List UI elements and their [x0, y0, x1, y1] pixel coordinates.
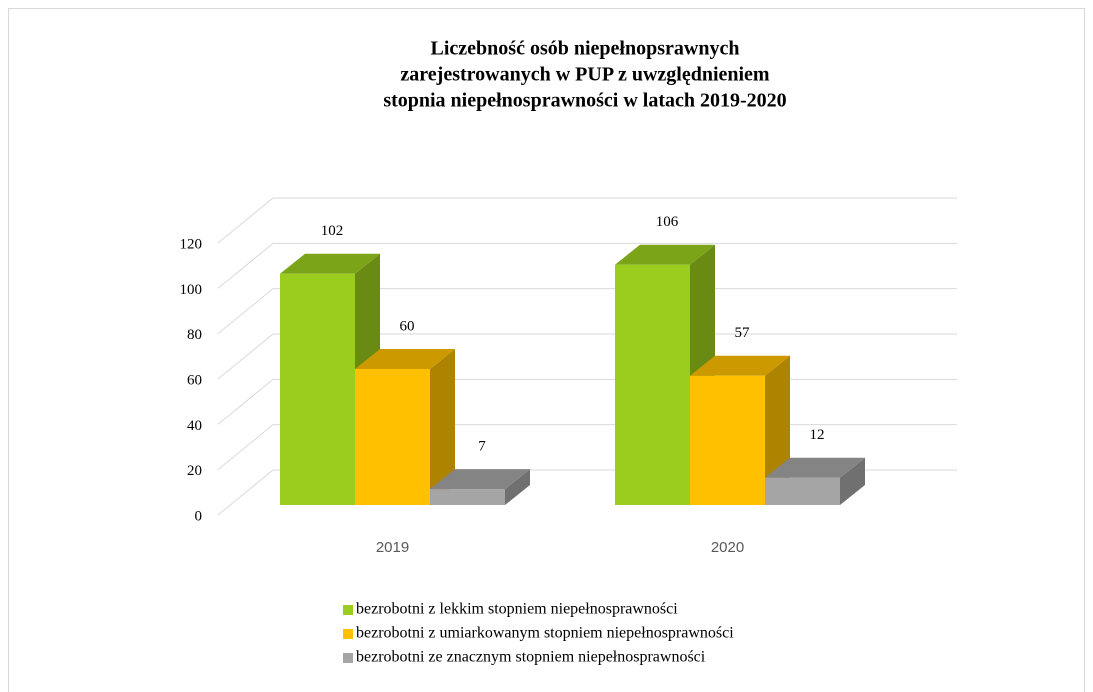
- bar-side: [430, 349, 455, 505]
- y-tick-label: 0: [195, 508, 203, 524]
- bar: [690, 355, 790, 505]
- bar: [765, 457, 865, 505]
- chart-border: [8, 8, 1085, 692]
- data-label: 102: [321, 223, 344, 239]
- bar-front: [430, 489, 505, 505]
- y-tick-label: 40: [187, 418, 202, 434]
- bar-side: [840, 457, 865, 505]
- data-label: 57: [735, 325, 751, 341]
- grid-line: [217, 288, 957, 335]
- y-tick-label: 80: [187, 327, 202, 343]
- legend-label: bezrobotni z lekkim stopniem niepełnospr…: [356, 601, 678, 618]
- y-tick-label: 60: [187, 372, 202, 388]
- bar-top: [430, 469, 530, 490]
- y-tick-label: 120: [180, 236, 203, 252]
- chart-title: zarejestrowanych w PUP z uwzględnieniem: [400, 64, 770, 86]
- bar-top: [355, 349, 455, 369]
- bar: [355, 349, 455, 505]
- bar-front: [355, 369, 430, 505]
- grid-line: [217, 197, 957, 244]
- bar-front: [690, 375, 765, 505]
- bar-side: [505, 469, 530, 505]
- grid-line: [217, 333, 957, 380]
- legend-swatch: [343, 605, 353, 615]
- data-label: 12: [810, 427, 825, 443]
- y-tick-label: 20: [187, 463, 202, 479]
- bar-top: [615, 244, 715, 265]
- legend-label: bezrobotni ze znacznym stopniem niepełno…: [356, 649, 706, 666]
- legend-swatch: [343, 653, 353, 663]
- chart-title: Liczebność osób niepełnopsrawnych: [431, 38, 740, 60]
- grid-line: [217, 242, 957, 289]
- bar-top: [690, 355, 790, 376]
- bar-front: [615, 264, 690, 505]
- legend-swatch: [343, 629, 353, 639]
- bar-top: [765, 457, 865, 478]
- data-label: 60: [400, 318, 415, 334]
- legend-label: bezrobotni z umiarkowanym stopniem niepe…: [356, 625, 734, 642]
- x-tick-label: 2019: [376, 539, 409, 556]
- bar: [430, 469, 530, 505]
- y-tick-label: 100: [180, 282, 203, 298]
- bar-top: [280, 253, 380, 274]
- bar-front: [280, 273, 355, 505]
- data-label: 106: [656, 214, 679, 230]
- bar-front: [765, 477, 840, 505]
- x-tick-label: 2020: [711, 539, 744, 556]
- chart-title: stopnia niepełnosprawności w latach 2019…: [383, 90, 786, 112]
- data-label: 7: [478, 439, 486, 455]
